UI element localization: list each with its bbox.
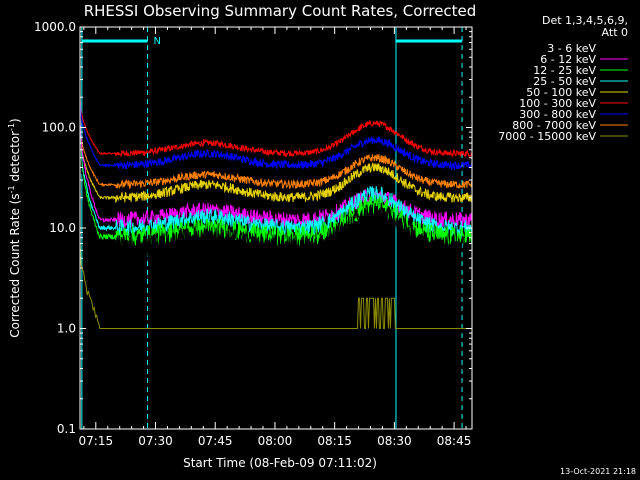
series-line-5 (79, 97, 473, 158)
series-line-8 (79, 242, 472, 329)
legend-label: 12 - 25 keV (533, 64, 596, 77)
legend-label: 50 - 100 keV (526, 86, 596, 99)
x-tick-label: 07:15 (79, 434, 114, 448)
x-tick-label: 08:00 (258, 434, 293, 448)
legend-label: 7000 - 15000 keV (498, 130, 596, 143)
y-axis: 0.1 1.0 10.0 100.0 1000.0 (34, 20, 472, 436)
y-tick-label: 100.0 (42, 121, 76, 135)
x-tick-label: 08:45 (437, 434, 472, 448)
legend-label: 3 - 6 keV (547, 42, 596, 55)
timestamp: 13-Oct-2021 21:18 (560, 467, 636, 476)
chart-title: RHESSI Observing Summary Count Rates, Co… (84, 2, 477, 20)
y-axis-label: Corrected Count Rate (s-1 detector-1) (7, 118, 22, 337)
legend-label: 300 - 800 keV (519, 108, 596, 121)
y-tick-label: 0.1 (57, 422, 76, 436)
legend-label: 25 - 50 keV (533, 75, 596, 88)
x-tick-label: 07:30 (138, 434, 173, 448)
x-tick-label: 08:15 (317, 434, 352, 448)
night-marker-label: N (154, 36, 161, 47)
y-tick-label: 10.0 (49, 221, 76, 235)
series-line-7 (79, 123, 473, 190)
legend-header-2: Att 0 (602, 26, 628, 39)
x-tick-label: 07:45 (198, 434, 233, 448)
legend-header-1: Det 1,3,4,5,6,9, (542, 14, 628, 27)
x-tick-label: 08:30 (377, 434, 412, 448)
x-axis-label: Start Time (08-Feb-09 07:11:02) (183, 456, 377, 470)
plot-area: N (79, 27, 473, 429)
legend-label: 6 - 12 keV (540, 53, 596, 66)
series-line-4 (79, 129, 473, 204)
x-axis: 07:15 07:30 07:45 08:00 08:15 08:30 08:45 (79, 27, 472, 448)
series-line-6 (79, 99, 473, 171)
y-tick-label: 1.0 (57, 322, 76, 336)
legend-label: 800 - 7000 keV (512, 119, 596, 132)
y-tick-label: 1000.0 (34, 20, 76, 34)
legend-label: 100 - 300 keV (519, 97, 596, 110)
series-line-0 (79, 136, 473, 259)
